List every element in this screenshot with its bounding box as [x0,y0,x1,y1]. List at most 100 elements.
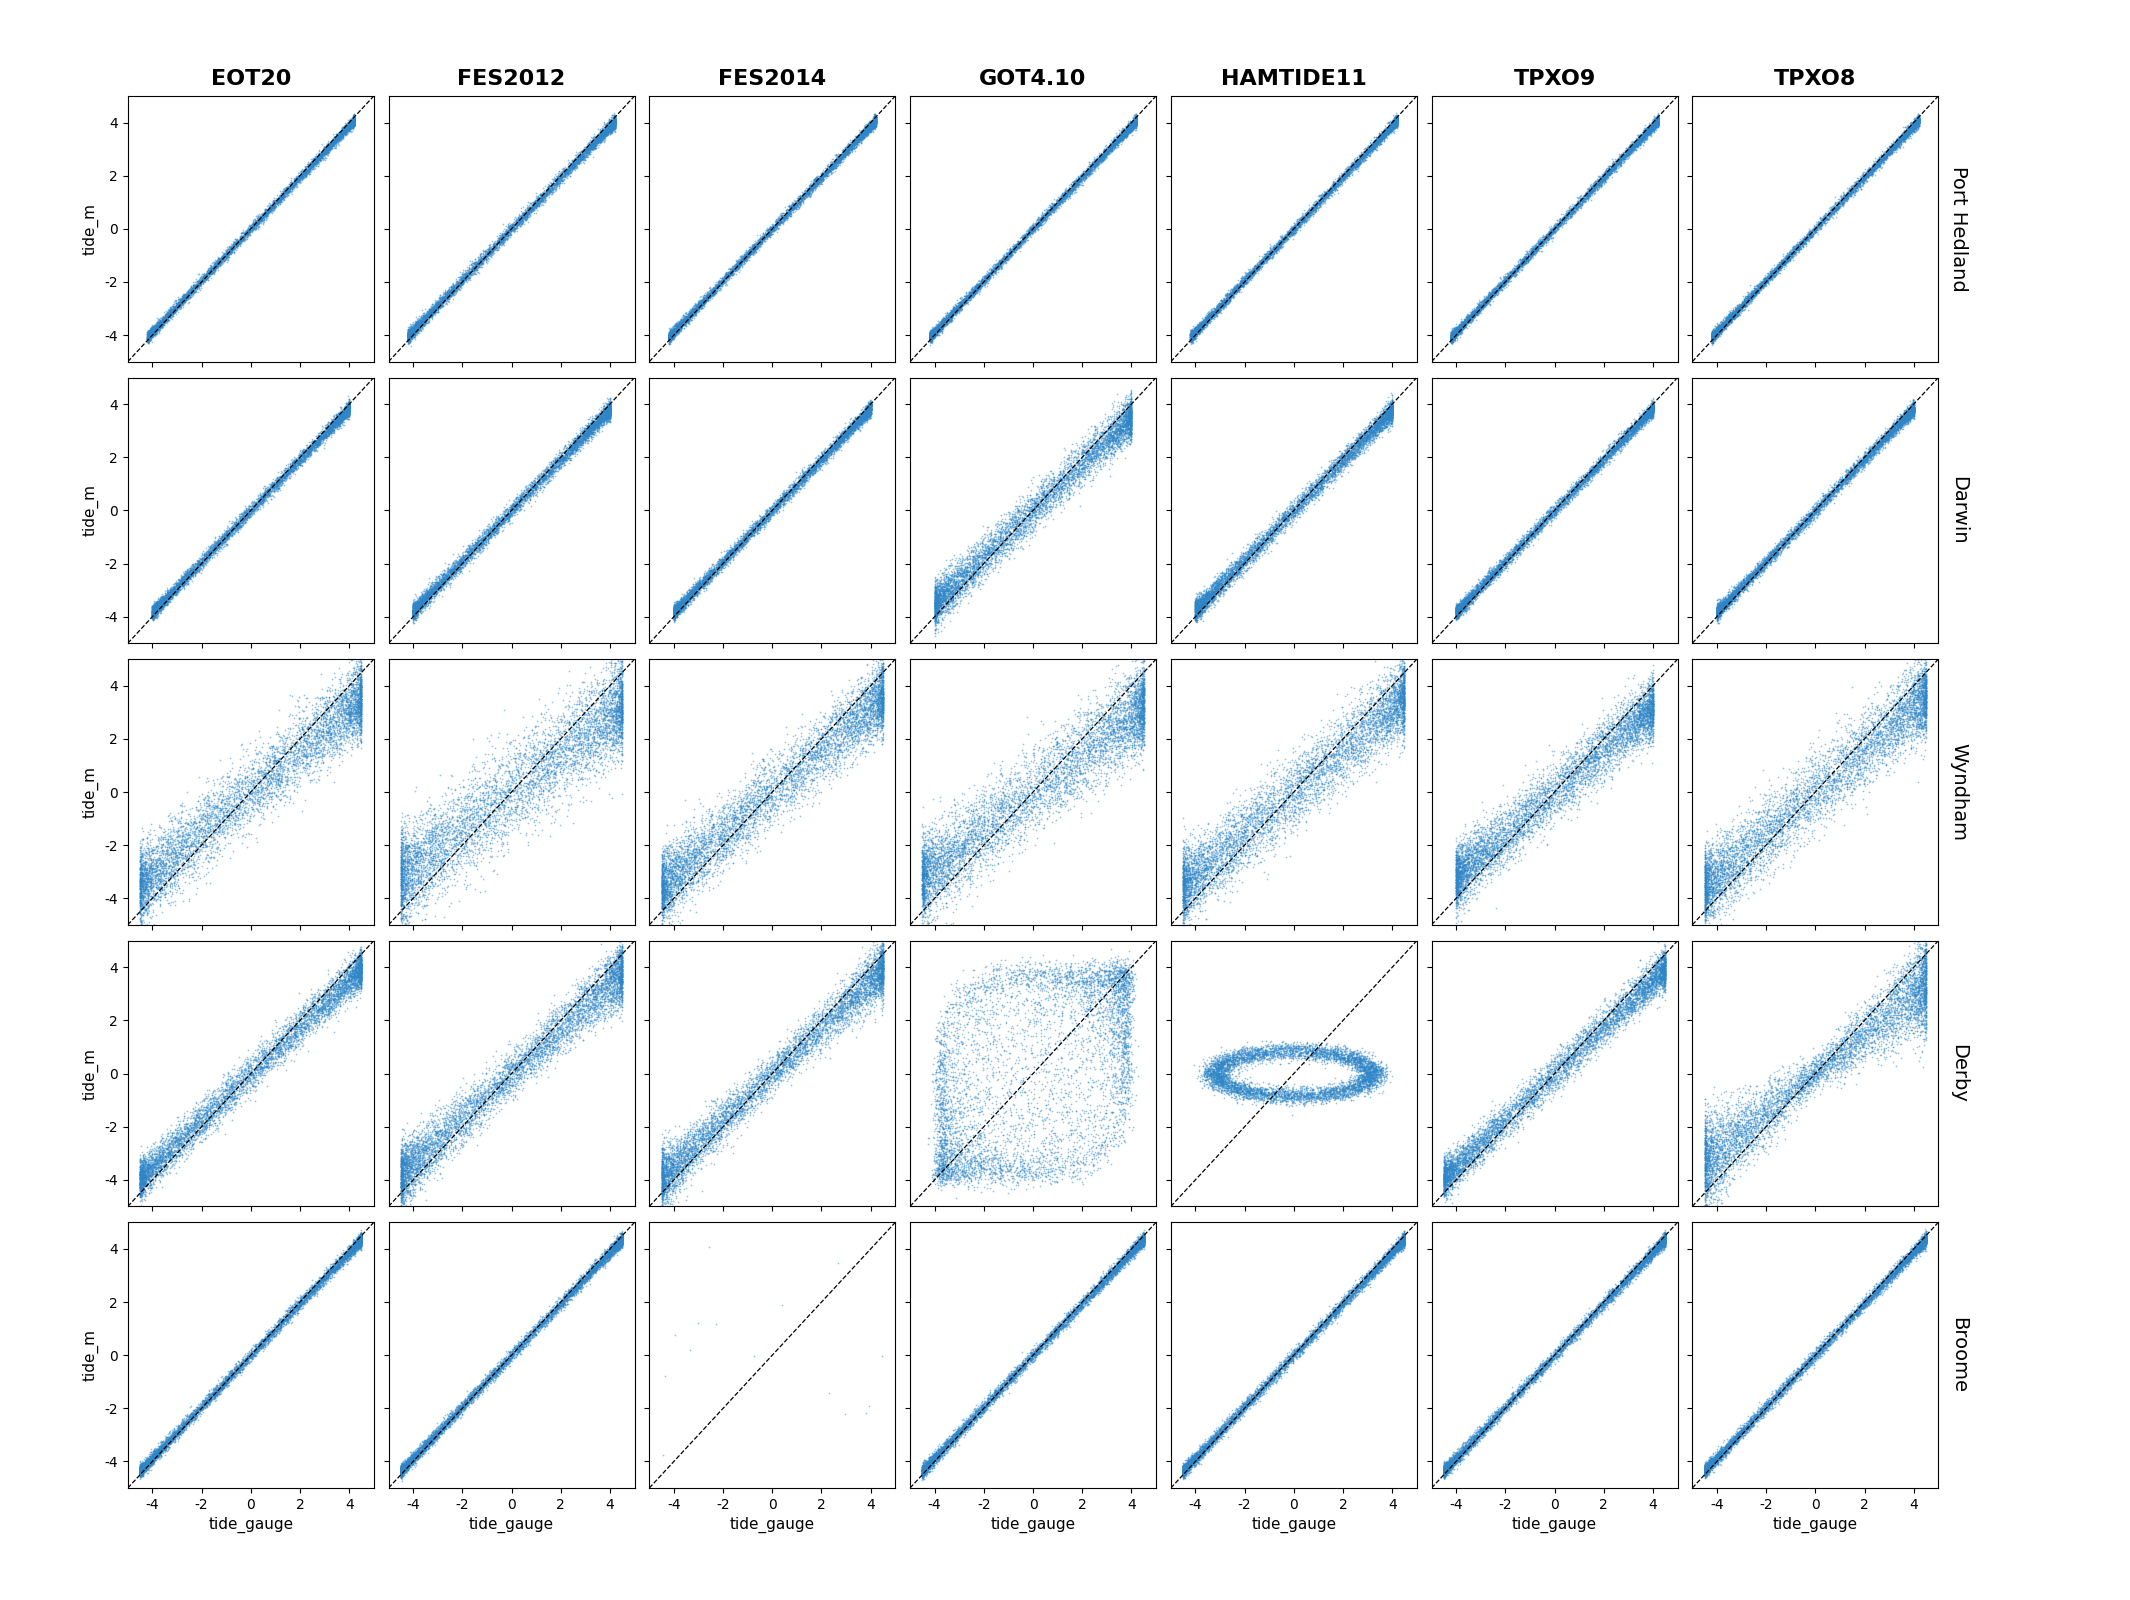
Point [1105,698,1140,723]
Point [449,536,484,562]
Point [490,1066,524,1091]
Point [552,797,586,822]
Point [130,1134,164,1160]
Point [498,493,532,518]
Point [537,1299,571,1325]
Point [528,1306,562,1331]
Point [268,733,302,758]
Point [398,597,432,622]
Point [253,195,288,221]
Point [1363,1058,1397,1083]
Point [1127,1224,1161,1250]
Point [1802,494,1836,520]
Point [1091,445,1125,470]
Point [1178,597,1212,622]
Point [1815,197,1849,222]
Point [1212,822,1246,848]
Point [1118,722,1152,747]
Point [718,1104,752,1130]
Point [758,1054,792,1080]
Point [296,154,330,179]
Point [1717,298,1751,323]
Point [1604,1002,1638,1027]
Point [954,811,988,837]
Point [1427,1459,1461,1485]
Point [1182,314,1216,339]
Point [185,835,219,861]
Point [1314,754,1348,779]
Point [1889,667,1923,693]
Point [126,1162,160,1187]
Point [980,1379,1014,1405]
Point [1644,1234,1678,1259]
Point [1442,1157,1476,1182]
Point [1046,181,1080,206]
Point [1037,1320,1071,1346]
Point [1350,1059,1384,1085]
Point [1836,461,1870,486]
Point [581,733,616,758]
Point [1280,214,1314,240]
Point [307,136,341,162]
Point [1257,790,1291,816]
Point [1216,813,1250,838]
Point [439,1120,473,1146]
Point [1050,464,1084,490]
Point [735,512,769,538]
Point [980,253,1014,278]
Point [792,459,826,485]
Point [856,107,890,133]
Point [1359,770,1393,795]
Point [1069,158,1103,184]
Point [1182,1440,1216,1466]
Point [724,1078,758,1104]
Point [701,1107,735,1133]
Point [1372,117,1406,142]
Point [343,1227,377,1253]
Point [1617,421,1651,446]
Point [1764,1382,1798,1408]
Point [1896,397,1930,422]
Point [1700,597,1734,622]
Point [948,286,982,312]
Point [564,974,599,1000]
Point [667,1136,701,1162]
Point [1429,1166,1463,1192]
Point [322,405,356,430]
Point [1836,450,1870,475]
Point [496,776,530,802]
Point [1900,110,1934,136]
Point [217,234,251,259]
Point [138,1442,173,1467]
Point [1039,482,1074,507]
Point [1336,738,1370,763]
Point [1634,960,1668,986]
Point [1634,394,1668,419]
Point [403,590,437,616]
Point [1734,1413,1768,1438]
Point [1521,813,1555,838]
Point [997,242,1031,267]
Point [1472,1414,1506,1440]
Point [1325,1045,1359,1070]
Point [703,549,737,574]
Point [187,546,222,571]
Point [669,595,703,621]
Point [1427,1171,1461,1197]
Point [1706,592,1740,618]
Point [394,1154,428,1179]
Point [588,400,622,426]
Point [1342,1059,1376,1085]
Point [170,1112,204,1138]
Point [735,517,769,542]
Point [858,102,892,128]
Point [1114,1058,1148,1083]
Point [575,731,609,757]
Point [1267,507,1301,533]
Point [929,1096,963,1122]
Point [988,243,1022,269]
Point [1461,848,1495,874]
Point [1229,824,1263,850]
Point [939,1422,973,1448]
Point [1125,1234,1159,1259]
